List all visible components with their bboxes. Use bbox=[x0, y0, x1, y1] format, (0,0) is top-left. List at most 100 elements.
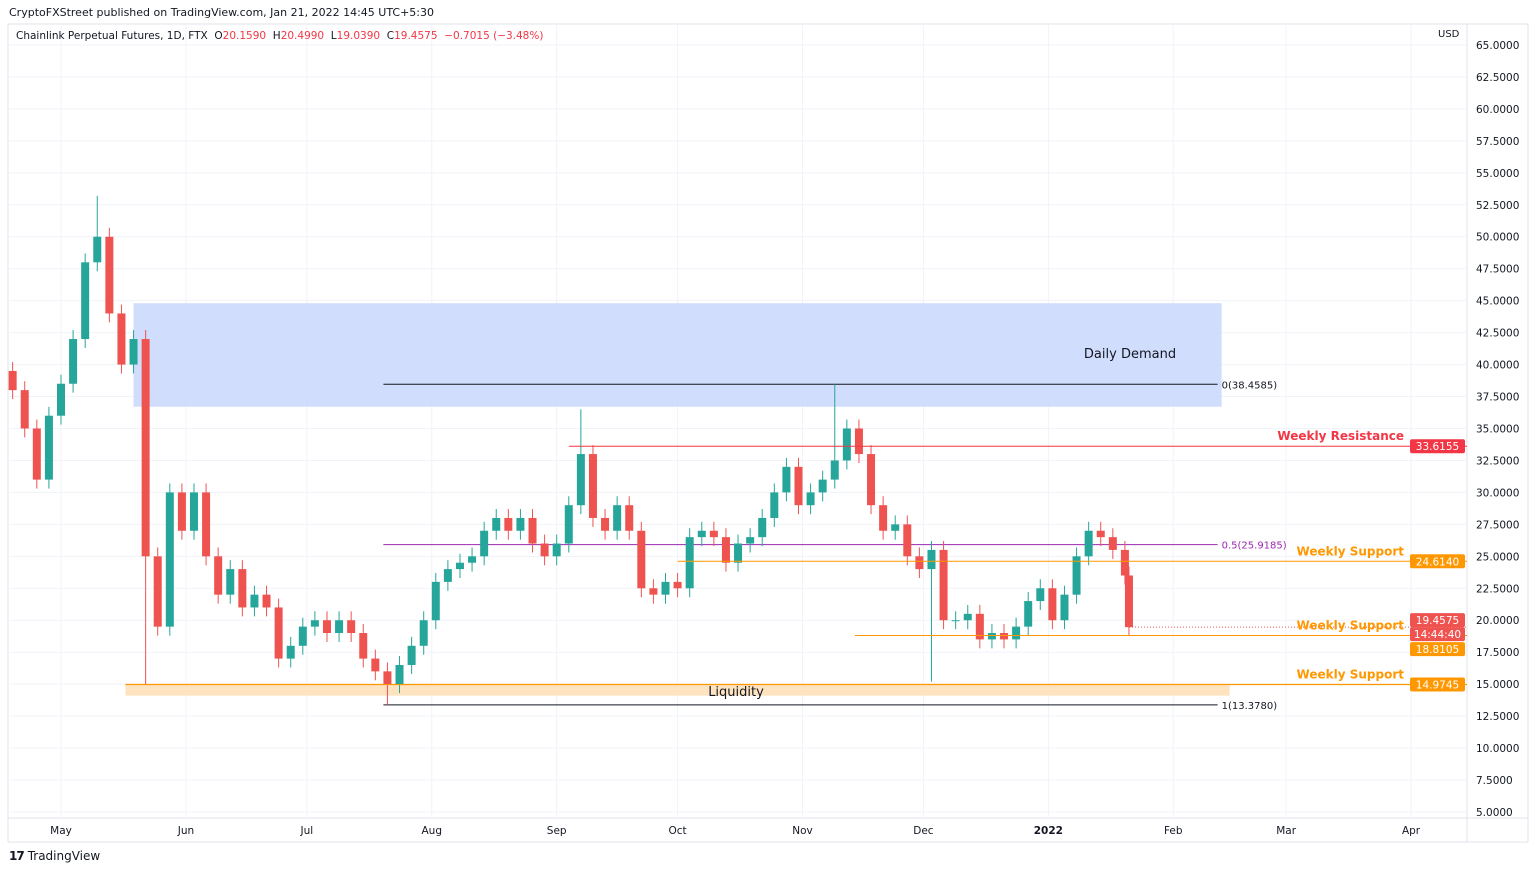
y-tick-label: 55.0000 bbox=[1476, 168, 1519, 180]
bar-countdown: 14:44:40 bbox=[1414, 629, 1461, 641]
candle-body bbox=[141, 339, 150, 557]
candle-body bbox=[758, 517, 767, 538]
y-tick-label: 57.5000 bbox=[1476, 136, 1519, 148]
candle-body bbox=[891, 524, 900, 531]
candle-body bbox=[588, 454, 597, 518]
candle-body bbox=[262, 594, 271, 608]
candle-body bbox=[468, 556, 477, 563]
candle-body bbox=[153, 556, 162, 627]
price-tag-support-bg bbox=[1410, 677, 1465, 692]
candle-body bbox=[709, 530, 718, 538]
candle-body bbox=[57, 383, 65, 416]
y-tick-label: 30.0000 bbox=[1476, 487, 1519, 499]
candle-body bbox=[854, 428, 863, 455]
logo-mark-icon: 17 bbox=[9, 849, 25, 863]
candle-body bbox=[697, 530, 706, 538]
y-tick-label: 15.0000 bbox=[1476, 679, 1519, 691]
x-tick-label: Nov bbox=[792, 825, 813, 837]
level-label-support: Weekly Support bbox=[1297, 618, 1405, 632]
open-label: O bbox=[214, 30, 223, 42]
published-note: CryptoFXStreet published on TradingView.… bbox=[9, 6, 435, 19]
price-tag-support: 14.9745 bbox=[1416, 679, 1459, 691]
candle-body bbox=[202, 492, 211, 557]
x-tick-label: Feb bbox=[1164, 825, 1183, 837]
candle-body bbox=[347, 620, 356, 634]
candle-body bbox=[830, 460, 839, 480]
candle-body bbox=[1096, 530, 1105, 538]
y-tick-label: 7.5000 bbox=[1476, 775, 1513, 787]
daily-demand-zone bbox=[133, 303, 1222, 407]
candle-body bbox=[20, 390, 29, 429]
candle-body bbox=[44, 415, 53, 480]
candle-body bbox=[395, 664, 404, 685]
y-tick-label: 27.5000 bbox=[1476, 519, 1519, 531]
x-tick-label: Dec bbox=[913, 825, 934, 837]
candle-body bbox=[915, 556, 924, 570]
candle-body bbox=[480, 530, 489, 557]
candle-body bbox=[1084, 530, 1093, 557]
y-tick-label: 10.0000 bbox=[1476, 743, 1519, 755]
candle-body bbox=[407, 645, 416, 665]
candle-body bbox=[613, 505, 622, 531]
candle-body bbox=[81, 262, 90, 340]
currency-label[interactable]: USD bbox=[1436, 29, 1462, 40]
y-tick-label: 37.5000 bbox=[1476, 392, 1519, 404]
candle-body bbox=[177, 492, 186, 531]
low-label: L bbox=[330, 30, 337, 42]
candle-body bbox=[250, 594, 259, 608]
price-tag-resistance-bg bbox=[1410, 439, 1465, 454]
tradingview-logo[interactable]: 17 TradingView bbox=[9, 849, 100, 863]
price-tag-support-bg bbox=[1410, 554, 1465, 569]
y-tick-label: 45.0000 bbox=[1476, 296, 1519, 308]
x-tick-label: Apr bbox=[1402, 825, 1421, 837]
candle-body bbox=[93, 236, 102, 263]
candle-body bbox=[105, 236, 114, 314]
candle-body bbox=[335, 620, 344, 634]
y-tick-label: 40.0000 bbox=[1476, 360, 1519, 372]
candle-body bbox=[431, 581, 440, 621]
x-tick-label: Mar bbox=[1276, 825, 1296, 837]
candle-body bbox=[879, 505, 888, 531]
candle-body bbox=[165, 492, 174, 627]
candle-body bbox=[1120, 549, 1129, 576]
brand-name: TradingView bbox=[27, 849, 101, 863]
candle-body bbox=[1072, 556, 1081, 595]
last-price-tag-bg bbox=[1410, 613, 1465, 628]
liquidity-label: Liquidity bbox=[708, 685, 764, 700]
candle-body bbox=[274, 607, 283, 659]
candle-body bbox=[492, 517, 501, 531]
ohlc-legend: Chainlink Perpetual Futures, 1D, FTX O20… bbox=[16, 30, 543, 42]
y-tick-label: 22.5000 bbox=[1476, 583, 1519, 595]
y-tick-label: 25.0000 bbox=[1476, 551, 1519, 563]
y-tick-label: 50.0000 bbox=[1476, 232, 1519, 244]
candle-body bbox=[504, 517, 513, 531]
high-label: H bbox=[272, 30, 281, 42]
y-tick-label: 65.0000 bbox=[1476, 40, 1519, 52]
candle-body bbox=[443, 569, 452, 582]
candle-body bbox=[1012, 626, 1021, 640]
candle-body bbox=[298, 626, 307, 646]
candle-body bbox=[794, 466, 803, 506]
candle-body bbox=[117, 313, 126, 365]
candle-body bbox=[842, 428, 851, 461]
candle-body bbox=[359, 633, 368, 659]
candle-body bbox=[528, 517, 537, 544]
candle-body bbox=[1124, 575, 1133, 628]
candle-body bbox=[649, 588, 658, 595]
y-tick-label: 17.5000 bbox=[1476, 647, 1519, 659]
candle-body bbox=[939, 549, 948, 621]
candle-body bbox=[1048, 588, 1057, 621]
candle-body bbox=[673, 581, 682, 589]
level-label-resistance: Weekly Resistance bbox=[1277, 429, 1404, 443]
candle-body bbox=[1024, 601, 1033, 627]
candle-body bbox=[419, 620, 428, 646]
candle-body bbox=[189, 492, 198, 531]
bar-countdown-bg bbox=[1410, 627, 1465, 642]
symbol-title: Chainlink Perpetual Futures, 1D, FTX bbox=[16, 30, 208, 42]
low-value: 19.0390 bbox=[336, 30, 381, 42]
price-tag-support-bg bbox=[1410, 642, 1465, 657]
candle-body bbox=[746, 537, 755, 544]
x-tick-label: Oct bbox=[669, 825, 687, 837]
y-tick-label: 60.0000 bbox=[1476, 104, 1519, 116]
